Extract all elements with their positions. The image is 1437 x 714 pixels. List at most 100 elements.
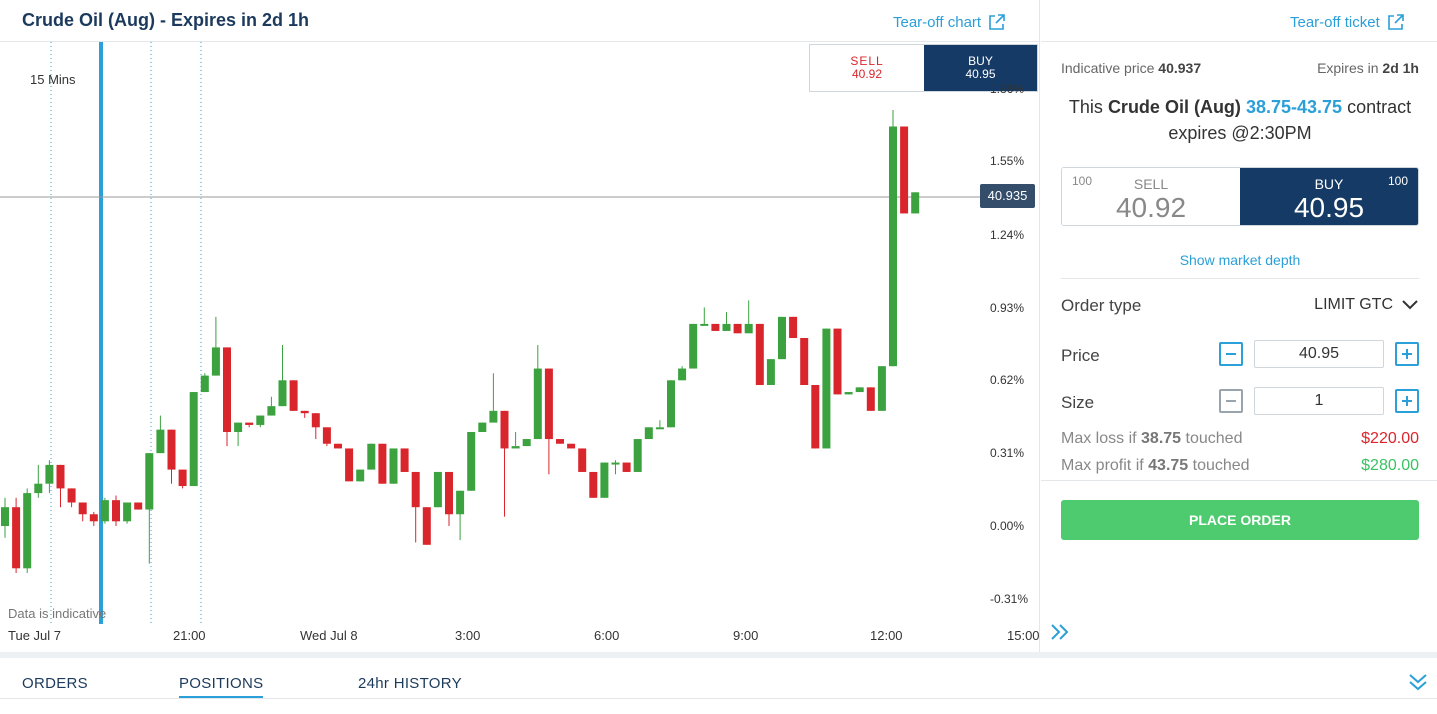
candle-down	[12, 507, 21, 569]
candle-up	[855, 387, 864, 393]
tab-positions[interactable]: POSITIONS	[179, 675, 264, 699]
mini-buy-price: 40.95	[965, 67, 996, 81]
candle-up	[655, 427, 664, 430]
external-link-icon	[1387, 14, 1404, 30]
candle-down	[78, 502, 87, 515]
buy-size: 100	[1387, 174, 1408, 188]
place-order-button[interactable]: PLACE ORDER	[1061, 500, 1419, 540]
size-increment-button[interactable]	[1395, 389, 1419, 413]
tear-off-chart-link[interactable]: Tear-off chart	[893, 12, 1007, 32]
candle-down	[589, 471, 598, 498]
x-axis-label: 12:00	[870, 628, 903, 643]
sell-size: 100	[1072, 174, 1093, 188]
candle-down	[445, 471, 453, 515]
candle-up	[633, 439, 642, 472]
size-label: Size	[1061, 393, 1095, 412]
x-axis-label: Tue Jul 7	[8, 628, 61, 643]
sell-button[interactable]: 100 SELL 40.92	[1062, 168, 1240, 225]
candle-up	[189, 392, 198, 487]
price-chart[interactable]: 15 Mins Data is indicative SELL 40.92 BU…	[0, 42, 1040, 652]
candle-down	[833, 328, 842, 395]
mini-buy-button[interactable]: BUY 40.95	[924, 45, 1037, 91]
candle-up	[667, 380, 675, 428]
x-axis-label: 6:00	[594, 628, 620, 643]
x-axis-label: 15:00	[1007, 628, 1040, 643]
candle-up	[489, 410, 498, 423]
candle-up	[200, 375, 209, 393]
size-row: Size	[1061, 393, 1419, 413]
chevron-down-icon	[1402, 300, 1418, 310]
max-profit-row: Max profit if 43.75 touched $280.00	[1061, 457, 1419, 475]
quote-box: 100 SELL 40.92 100 BUY 40.95	[1061, 167, 1419, 226]
candle-down	[300, 410, 309, 414]
y-axis-label: 0.62%	[990, 373, 1025, 387]
size-input[interactable]	[1254, 387, 1384, 415]
candle-up	[467, 432, 476, 491]
double-chevron-right-icon[interactable]	[1048, 620, 1072, 644]
candle-up	[678, 368, 687, 381]
expiry-info: Expires in 2d 1h	[1317, 60, 1419, 76]
size-decrement-button[interactable]	[1219, 389, 1243, 413]
buy-label: BUY	[1314, 176, 1344, 192]
candlestick-chart	[0, 42, 980, 624]
plus-icon	[1402, 349, 1412, 359]
candle-down	[411, 471, 420, 508]
order-type-dropdown[interactable]: LIMIT GTC	[1314, 296, 1419, 314]
current-price-tag: 40.935	[980, 184, 1035, 208]
buy-button[interactable]: 100 BUY 40.95	[1240, 168, 1418, 225]
candle-up	[700, 323, 709, 326]
candle-down	[56, 464, 65, 489]
chart-interval-label: 15 Mins	[30, 72, 76, 87]
candle-up	[23, 493, 32, 569]
price-decrement-button[interactable]	[1219, 342, 1243, 366]
candle-down	[167, 429, 176, 470]
chart-panel: Crude Oil (Aug) - Expires in 2d 1h Tear-…	[0, 0, 1040, 652]
y-axis-label: -0.31%	[990, 592, 1029, 606]
price-row: Price	[1061, 346, 1419, 366]
mini-sell-price: 40.92	[851, 67, 883, 81]
candle-down	[866, 387, 875, 411]
tear-off-ticket-link[interactable]: Tear-off ticket	[1290, 12, 1406, 32]
tab-orders[interactable]: ORDERS	[22, 675, 88, 692]
candle-down	[544, 368, 553, 440]
candle-down	[67, 488, 76, 503]
candle-up	[911, 192, 920, 214]
minus-icon	[1226, 400, 1236, 402]
max-loss-suffix: touched	[1185, 430, 1243, 447]
expires-value: 2d 1h	[1382, 60, 1419, 76]
candle-up	[533, 368, 542, 440]
tab-24hr-history[interactable]: 24hr HISTORY	[358, 675, 462, 692]
candle-up	[100, 500, 109, 522]
ticket-header: Tear-off ticket	[1041, 0, 1437, 42]
candle-down	[400, 448, 409, 472]
expires-label: Expires in	[1317, 60, 1379, 76]
candle-up	[722, 323, 731, 331]
candle-down	[811, 385, 820, 449]
indicative-price-row: Indicative price 40.937 Expires in 2d 1h	[1061, 60, 1419, 76]
candle-down	[578, 448, 587, 472]
candle-up	[689, 323, 698, 369]
candle-down	[178, 469, 187, 487]
candle-down	[622, 462, 631, 472]
candle-down	[378, 443, 387, 484]
max-profit-suffix: touched	[1192, 457, 1250, 474]
candle-down	[900, 126, 909, 214]
candle-up	[511, 446, 520, 449]
price-increment-button[interactable]	[1395, 342, 1419, 366]
max-profit-level: 43.75	[1148, 457, 1189, 474]
candle-up	[256, 415, 265, 425]
price-label: Price	[1061, 346, 1100, 365]
mini-sell-button[interactable]: SELL 40.92	[810, 45, 924, 91]
price-input[interactable]	[1254, 340, 1384, 368]
candle-up	[844, 392, 853, 395]
double-chevron-down-icon[interactable]	[1405, 669, 1431, 695]
candle-down	[345, 448, 354, 482]
y-axis-label: 0.00%	[990, 519, 1025, 533]
mini-sell-label: SELL	[850, 54, 884, 68]
trade-ticket: Tear-off ticket Indicative price 40.937 …	[1041, 0, 1437, 652]
show-market-depth-link[interactable]: Show market depth	[1179, 252, 1301, 268]
x-axis-label: 9:00	[733, 628, 759, 643]
desc-this: This	[1068, 97, 1103, 117]
divider	[1061, 278, 1419, 279]
